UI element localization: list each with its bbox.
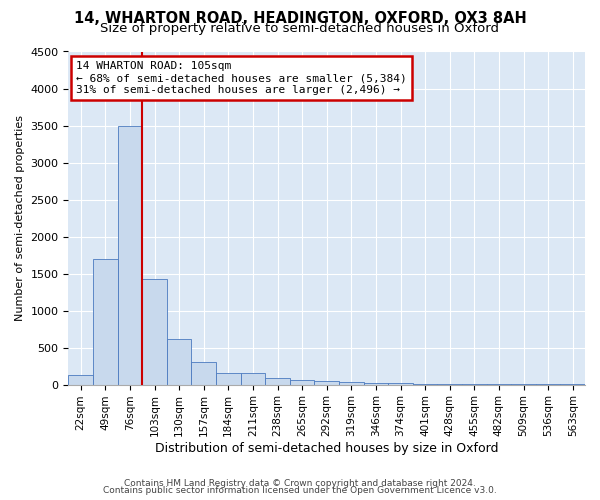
Y-axis label: Number of semi-detached properties: Number of semi-detached properties xyxy=(15,115,25,321)
Bar xyxy=(93,259,118,384)
Bar xyxy=(68,375,93,384)
Text: 14 WHARTON ROAD: 105sqm
← 68% of semi-detached houses are smaller (5,384)
31% of: 14 WHARTON ROAD: 105sqm ← 68% of semi-de… xyxy=(76,62,407,94)
Bar xyxy=(241,373,265,384)
Bar xyxy=(314,382,339,384)
Bar xyxy=(216,373,241,384)
Bar xyxy=(339,382,364,384)
Bar xyxy=(364,382,388,384)
X-axis label: Distribution of semi-detached houses by size in Oxford: Distribution of semi-detached houses by … xyxy=(155,442,499,455)
Text: Contains public sector information licensed under the Open Government Licence v3: Contains public sector information licen… xyxy=(103,486,497,495)
Bar xyxy=(167,338,191,384)
Bar xyxy=(118,126,142,384)
Bar xyxy=(142,278,167,384)
Bar xyxy=(191,362,216,384)
Text: Size of property relative to semi-detached houses in Oxford: Size of property relative to semi-detach… xyxy=(101,22,499,35)
Bar xyxy=(388,383,413,384)
Bar xyxy=(290,380,314,384)
Text: 14, WHARTON ROAD, HEADINGTON, OXFORD, OX3 8AH: 14, WHARTON ROAD, HEADINGTON, OXFORD, OX… xyxy=(74,11,526,26)
Bar xyxy=(265,378,290,384)
Text: Contains HM Land Registry data © Crown copyright and database right 2024.: Contains HM Land Registry data © Crown c… xyxy=(124,478,476,488)
